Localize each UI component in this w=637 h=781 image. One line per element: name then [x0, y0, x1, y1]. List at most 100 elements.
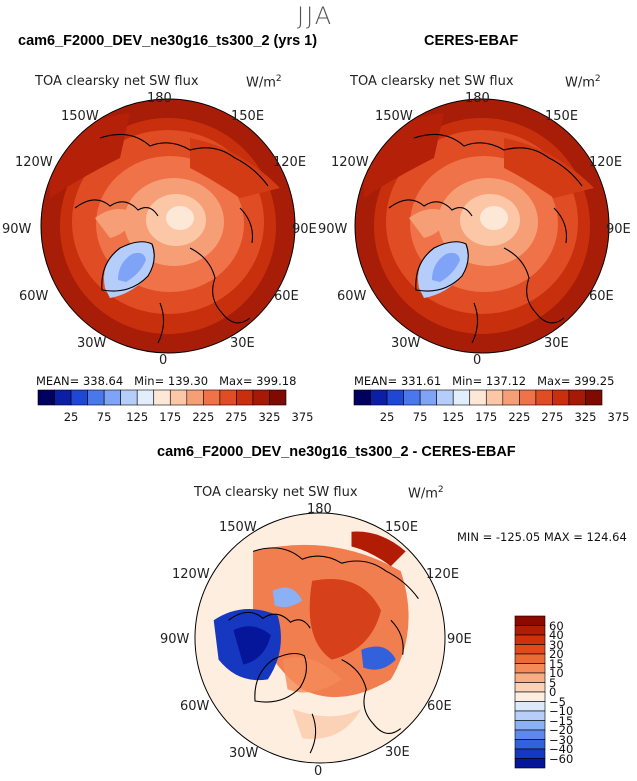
- diff-colorbar-label: 60: [549, 618, 564, 633]
- panel1-polar-map: [40, 98, 296, 354]
- lon-label-30w: 30W: [229, 746, 259, 761]
- colorbar-swatch: [219, 389, 237, 406]
- colorbar-swatch: [103, 389, 121, 406]
- diff-colorbar-label: −10: [549, 704, 574, 718]
- diff-colorbar-label: −30: [549, 732, 574, 747]
- lon-label-0: 0: [314, 764, 323, 779]
- coastline: [252, 547, 419, 599]
- panel1-colorbar-label: 25: [63, 410, 79, 424]
- lon-label-150w: 150W: [219, 520, 257, 535]
- panel2-colorbar-label: 225: [508, 410, 531, 424]
- diff-colorbar-swatch: [514, 748, 546, 759]
- coastline: [254, 652, 308, 703]
- diff-colorbar-label: 5: [549, 675, 557, 690]
- diff-colorbar-label: −60: [549, 751, 574, 766]
- greenland-ice-core: [432, 252, 460, 282]
- panel2-header: CERES-EBAF: [424, 33, 519, 49]
- coastline: [341, 659, 402, 734]
- panel2-min: 137.12: [485, 374, 527, 388]
- diff-colorbar-label: −20: [549, 723, 574, 737]
- coastline: [309, 713, 317, 754]
- colorbar-swatch: [370, 389, 388, 406]
- lon-label-150w: 150W: [61, 109, 99, 124]
- diff-colorbar-swatch: [514, 691, 546, 702]
- field-land: [364, 113, 444, 198]
- colorbar-swatch: [403, 389, 421, 406]
- lon-label-30w: 30W: [77, 336, 107, 351]
- panel1-plot-title: TOA clearsky net SW flux: [35, 74, 199, 89]
- coastline: [228, 611, 311, 629]
- colorbar-swatch: [169, 389, 188, 406]
- colorbar-swatch: [353, 389, 371, 406]
- diff-colorbar-swatch: [514, 729, 546, 740]
- colorbar-swatch: [452, 389, 471, 406]
- diff-colorbar-swatch: [514, 720, 546, 731]
- colorbar-swatch: [87, 389, 105, 406]
- diff-plot-title: TOA clearsky net SW flux: [194, 485, 358, 500]
- panel2-colorbar-label: 25: [379, 410, 395, 424]
- lon-label-30e: 30E: [385, 745, 410, 760]
- panel2-colorbar-label: 375: [607, 410, 630, 424]
- field-band: [166, 206, 194, 230]
- colorbar-swatch: [236, 389, 254, 406]
- colorbar-swatch: [502, 389, 520, 406]
- lon-label-90e: 90E: [606, 222, 631, 237]
- lon-label-90e: 90E: [292, 222, 317, 237]
- panel1-mean: 338.64: [82, 374, 124, 388]
- diff-positive-area: [282, 657, 342, 693]
- diff-colorbar-swatch: [514, 758, 546, 769]
- panel1-colorbar-label: 325: [258, 410, 281, 424]
- colorbar-swatch: [136, 389, 155, 406]
- colorbar-swatch: [252, 389, 270, 406]
- diff-colorbar: [514, 615, 546, 769]
- field-band: [480, 206, 508, 230]
- panel1-units: W/m2: [246, 74, 282, 91]
- panel2-plot-title: TOA clearsky net SW flux: [350, 74, 514, 89]
- lon-label-90w: 90W: [318, 222, 348, 237]
- colorbar-swatch: [37, 389, 55, 406]
- colorbar-swatch: [269, 389, 287, 406]
- greenland-ice-core: [118, 252, 146, 282]
- panel1-max: 399.18: [256, 374, 297, 388]
- coastline: [239, 207, 254, 244]
- panel1-colorbar-label: 225: [192, 410, 215, 424]
- diff-negative-area: [361, 646, 396, 670]
- diff-strong-positive: [351, 531, 406, 567]
- panel1-header: cam6_F2000_DEV_ne30g16_ts300_2 (yrs 1): [18, 33, 318, 49]
- page-title: JJA: [297, 2, 334, 30]
- panel2-colorbar-label: 275: [541, 410, 564, 424]
- lon-label-90e: 90E: [447, 632, 472, 647]
- lon-label-150e: 150E: [231, 109, 265, 124]
- lon-label-120e: 120E: [273, 155, 307, 170]
- diff-colorbar-label: −5: [549, 694, 566, 709]
- coastline: [99, 133, 269, 187]
- field-land: [50, 113, 130, 198]
- map-border: [40, 98, 296, 354]
- lon-label-60w: 60W: [337, 289, 367, 304]
- diff-header: cam6_F2000_DEV_ne30g16_ts300_2 - CERES-E…: [157, 444, 516, 460]
- coastline: [503, 247, 565, 324]
- diff-colorbar-label: 0: [549, 685, 557, 699]
- map-border: [354, 98, 610, 354]
- lon-label-90w: 90W: [2, 222, 32, 237]
- lon-label-150e: 150E: [545, 109, 579, 124]
- diff-colorbar-label: −15: [549, 713, 574, 728]
- panel1-colorbar: [37, 389, 287, 406]
- diff-colorbar-swatch: [514, 644, 546, 655]
- map-field: [355, 99, 609, 353]
- diff-colorbar-label: 30: [549, 637, 564, 652]
- lon-label-60e: 60E: [427, 699, 452, 714]
- map-border: [194, 512, 446, 764]
- lon-label-150e: 150E: [385, 520, 419, 535]
- diff-colorbar-swatch: [514, 615, 546, 626]
- colorbar-swatch: [186, 389, 204, 406]
- colorbar-swatch: [535, 389, 553, 406]
- coastline: [415, 241, 469, 292]
- diff-colorbar-label: 15: [549, 656, 564, 671]
- panel2-polar-map: [354, 98, 610, 354]
- diff-patch: [292, 708, 362, 740]
- lon-label-0: 0: [473, 353, 482, 368]
- panel1-colorbar-label: 275: [225, 410, 248, 424]
- map-field: [194, 512, 446, 764]
- coastline: [471, 302, 479, 344]
